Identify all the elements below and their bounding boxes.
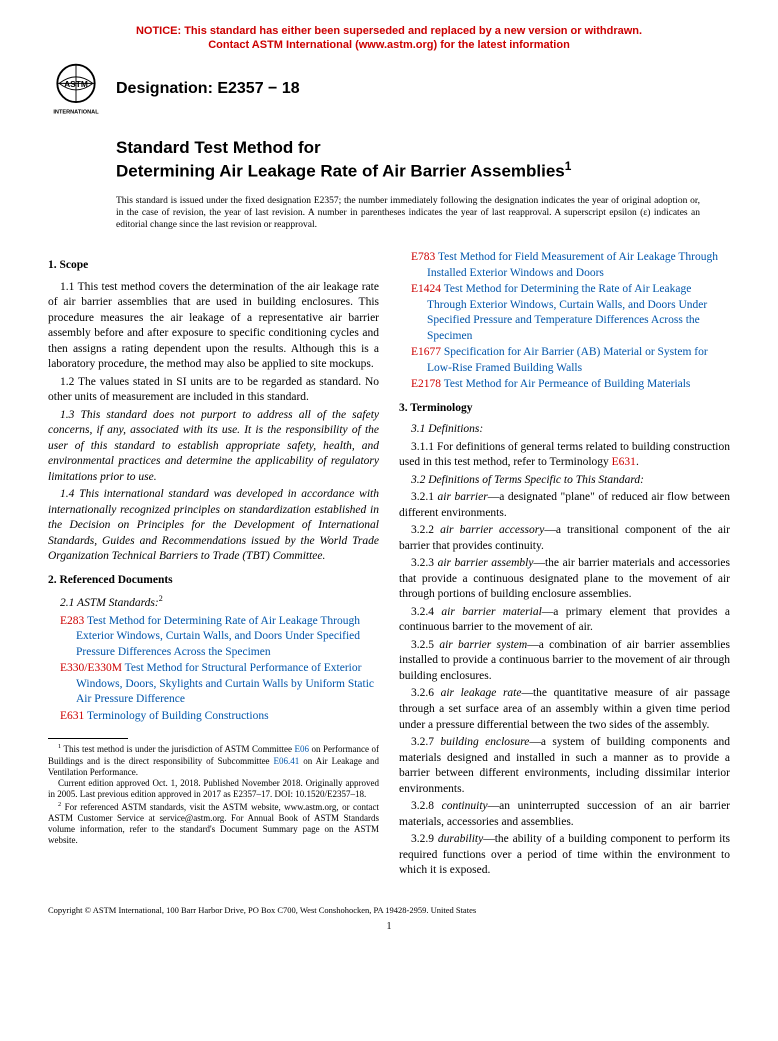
scope-heading: 1. Scope (48, 258, 379, 274)
copyright-text: Copyright © ASTM International, 100 Barr… (48, 905, 730, 915)
svg-text:INTERNATIONAL: INTERNATIONAL (53, 109, 99, 115)
issuance-note: This standard is issued under the fixed … (116, 196, 700, 232)
def-324: 3.2.4 air barrier material—a primary ele… (399, 605, 730, 636)
term-311: 3.1.1 For definitions of general terms r… (399, 440, 730, 471)
ref-e1677[interactable]: E1677 Specification for Air Barrier (AB)… (399, 345, 730, 376)
def-328: 3.2.8 continuity—an uninterrupted succes… (399, 799, 730, 830)
def-322: 3.2.2 air barrier accessory—a transition… (399, 523, 730, 554)
refs-heading: 2. Referenced Documents (48, 573, 379, 589)
scope-p3: 1.3 This standard does not purport to ad… (48, 408, 379, 486)
def-325: 3.2.5 air barrier system—a combination o… (399, 638, 730, 685)
term-heading: 3. Terminology (399, 401, 730, 417)
page-number: 1 (48, 921, 730, 932)
astm-logo-icon: ASTM INTERNATIONAL (48, 61, 104, 117)
header-row: ASTM INTERNATIONAL Designation: E2357 − … (48, 61, 730, 117)
ref-e2178[interactable]: E2178 Test Method for Air Permeance of B… (399, 377, 730, 393)
column-left: 1. Scope 1.1 This test method covers the… (48, 250, 379, 881)
page-container: NOTICE: This standard has either been su… (0, 0, 778, 962)
def-329: 3.2.9 durability—the ability of a buildi… (399, 832, 730, 879)
ref-e783[interactable]: E783 Test Method for Field Measurement o… (399, 250, 730, 281)
two-column-body: 1. Scope 1.1 This test method covers the… (48, 250, 730, 881)
ref-e330[interactable]: E330/E330M Test Method for Structural Pe… (48, 661, 379, 708)
footnote-rule (48, 738, 128, 739)
refs-sub: 2.1 ASTM Standards:2 (48, 594, 379, 611)
ref-e1424[interactable]: E1424 Test Method for Determining the Ra… (399, 282, 730, 344)
footnote-1b: Current edition approved Oct. 1, 2018. P… (48, 778, 379, 801)
footnote-2: 2 For referenced ASTM standards, visit t… (48, 801, 379, 847)
term-sub2: 3.2 Definitions of Terms Specific to Thi… (399, 473, 730, 489)
notice-line1: NOTICE: This standard has either been su… (136, 25, 642, 37)
ref-e631[interactable]: E631 Terminology of Building Constructio… (48, 709, 379, 725)
def-321: 3.2.1 air barrier—a designated "plane" o… (399, 490, 730, 521)
scope-p2: 1.2 The values stated in SI units are to… (48, 375, 379, 406)
scope-p4: 1.4 This international standard was deve… (48, 487, 379, 565)
title-line1: Standard Test Method for (116, 137, 730, 159)
scope-p1: 1.1 This test method covers the determin… (48, 280, 379, 373)
def-326: 3.2.6 air leakage rate—the quantitative … (399, 686, 730, 733)
def-323: 3.2.3 air barrier assembly—the air barri… (399, 556, 730, 603)
footnote-1: 1 This test method is under the jurisdic… (48, 743, 379, 778)
notice-banner: NOTICE: This standard has either been su… (48, 24, 730, 53)
column-right: E783 Test Method for Field Measurement o… (399, 250, 730, 881)
def-327: 3.2.7 building enclosure—a system of bui… (399, 735, 730, 797)
svg-text:ASTM: ASTM (64, 79, 88, 89)
title-block: Standard Test Method for Determining Air… (116, 137, 730, 183)
notice-line2: Contact ASTM International (www.astm.org… (208, 39, 570, 51)
designation-text: Designation: E2357 − 18 (116, 80, 300, 98)
term-sub1: 3.1 Definitions: (399, 422, 730, 438)
ref-e283[interactable]: E283 Test Method for Determining Rate of… (48, 614, 379, 661)
title-line2: Determining Air Leakage Rate of Air Barr… (116, 159, 730, 183)
